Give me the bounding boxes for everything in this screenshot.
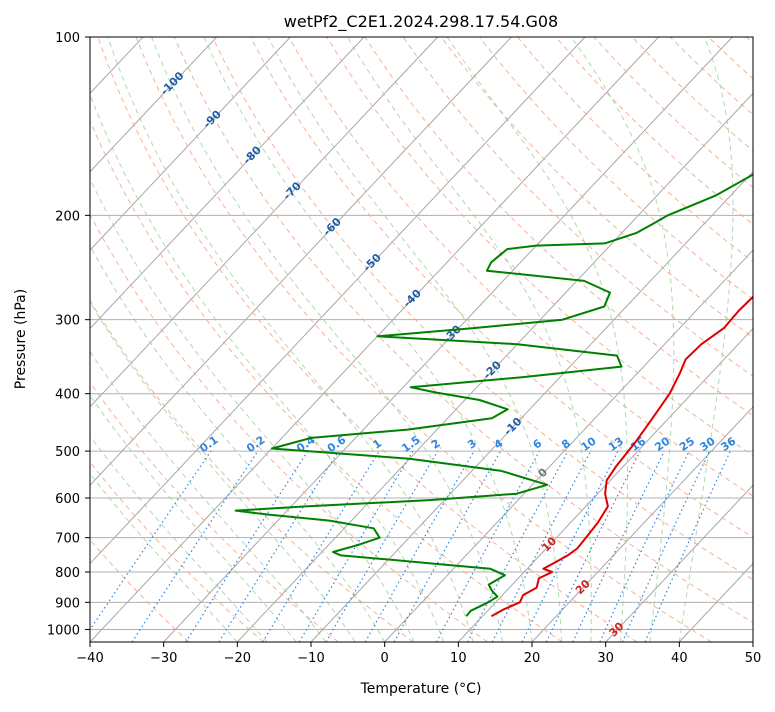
y-axis-label: Pressure (hPa) [13, 289, 29, 389]
x-tick-label: −30 [150, 651, 177, 666]
chart-title: wetPf2_C2E1.2024.298.17.54.G08 [284, 12, 558, 32]
y-tick-label: 500 [55, 445, 80, 460]
y-tick-label: 100 [55, 31, 80, 46]
y-tick-label: 300 [55, 314, 80, 329]
x-tick-label: 30 [597, 651, 614, 666]
x-tick-label: 0 [381, 651, 389, 666]
x-tick-label: 20 [524, 651, 541, 666]
x-tick-label: 50 [745, 651, 762, 666]
x-tick-label: −10 [297, 651, 324, 666]
y-tick-label: 800 [55, 566, 80, 581]
x-axis-label: Temperature (°C) [360, 681, 482, 697]
y-tick-label: 900 [55, 596, 80, 611]
x-tick-label: 10 [450, 651, 467, 666]
x-tick-label: −20 [224, 651, 251, 666]
y-tick-label: 200 [55, 209, 80, 224]
y-tick-label: 1000 [47, 623, 80, 638]
y-tick-label: 600 [55, 492, 80, 507]
y-tick-label: 700 [55, 532, 80, 547]
x-tick-label: 40 [671, 651, 688, 666]
x-tick-label: −40 [76, 651, 103, 666]
y-tick-label: 400 [55, 388, 80, 403]
